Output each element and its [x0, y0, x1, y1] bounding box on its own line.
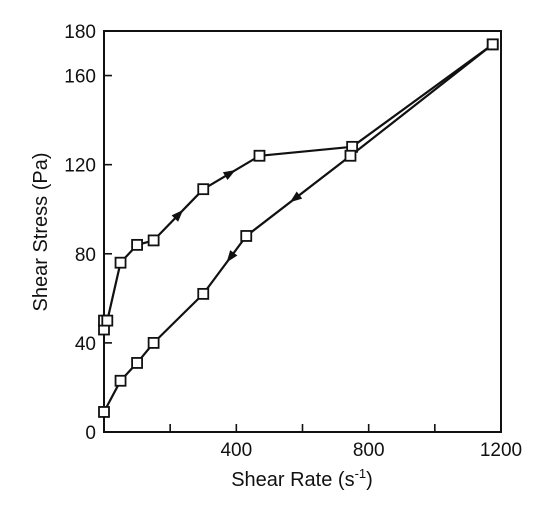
point-down-4 — [147, 336, 160, 349]
y-tick-label-2: 80 — [75, 245, 96, 266]
point-down-5 — [131, 357, 143, 369]
point-down-1 — [344, 149, 357, 162]
arrow-down-3 — [226, 250, 238, 263]
point-down-6 — [114, 374, 127, 387]
series-line-down — [103, 43, 494, 413]
axis-ticks — [103, 30, 502, 433]
arrow-up-1 — [222, 170, 236, 180]
y-tick-label-1: 40 — [75, 334, 96, 355]
arrow-down-2 — [289, 191, 303, 203]
x-tick-label-1: 800 — [353, 440, 385, 461]
x-tick-label-0: 400 — [220, 440, 252, 461]
point-up-7 — [253, 149, 266, 162]
point-down-2 — [240, 230, 253, 242]
series-line-up — [102, 43, 494, 330]
arrow-up-0 — [171, 209, 184, 222]
point-up-5 — [147, 234, 160, 247]
direction-arrows — [171, 170, 303, 263]
point-down-3 — [197, 287, 210, 300]
y-tick-label-3: 120 — [64, 156, 96, 177]
x-axis-label: Shear Rate (s-1) — [231, 466, 373, 491]
tick-labels: 0 40 80 120 160 180 400 800 1200 — [64, 22, 522, 461]
y-tick-label-5: 180 — [64, 22, 96, 43]
x-tick-label-2: 1200 — [480, 440, 522, 461]
y-tick-label-0: 0 — [85, 423, 96, 444]
y-tick-label-4: 160 — [64, 67, 96, 88]
point-up-6 — [197, 183, 210, 196]
point-up-4 — [131, 238, 143, 251]
data-points — [98, 38, 499, 418]
point-down-7 — [98, 406, 110, 418]
point-up-2 — [101, 314, 114, 327]
y-axis-label: Shear Stress (Pa) — [30, 153, 52, 312]
series-lines — [102, 43, 494, 413]
point-up-3 — [114, 256, 127, 269]
point-down-0 — [486, 38, 499, 51]
